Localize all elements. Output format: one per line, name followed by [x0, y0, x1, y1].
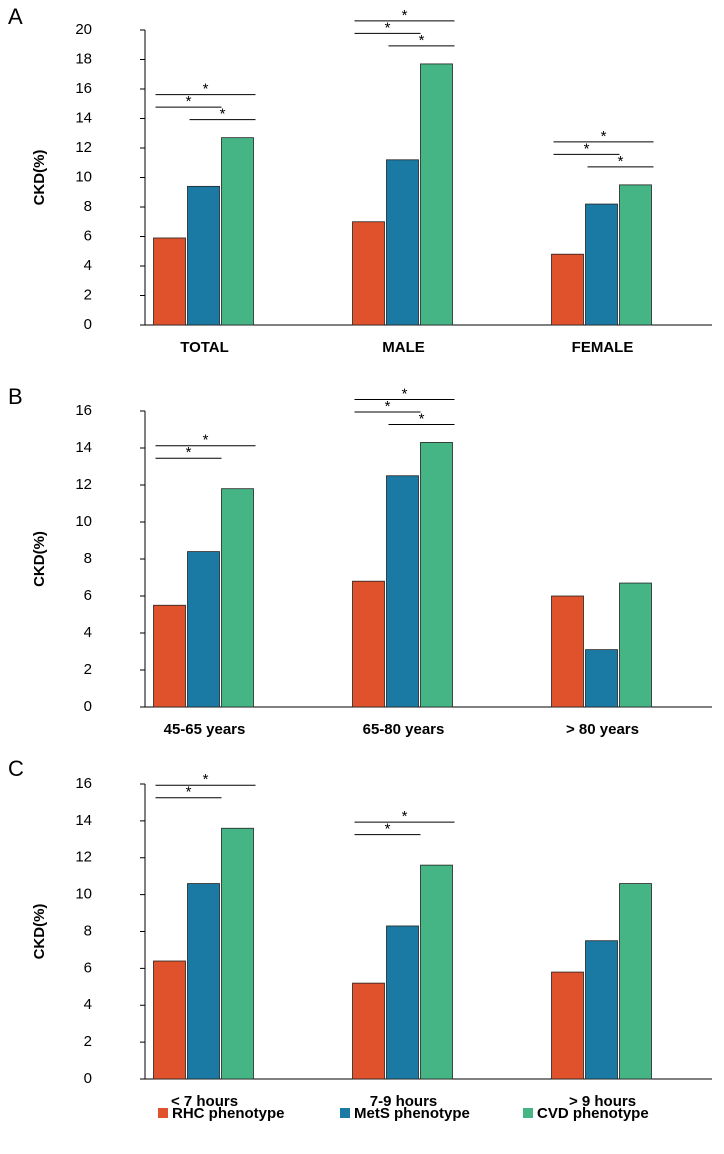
bar: [153, 237, 186, 326]
significance-label: *: [402, 7, 408, 24]
significance-label: *: [584, 140, 590, 157]
significance-label: *: [385, 19, 391, 36]
y-axis-label: CKD(%): [31, 150, 48, 206]
y-tick-label: 0: [84, 698, 92, 715]
y-tick-label: 14: [75, 109, 92, 126]
bar: [153, 604, 186, 708]
significance-label: *: [385, 821, 391, 838]
significance-label: *: [419, 32, 425, 49]
y-tick-label: 0: [84, 1070, 92, 1087]
y-tick-label: 8: [84, 198, 92, 215]
y-tick-label: 14: [75, 812, 92, 829]
x-tick-label: TOTAL: [180, 339, 229, 356]
significance-label: *: [203, 81, 209, 98]
y-tick-label: 16: [75, 402, 92, 419]
significance-label: *: [419, 410, 425, 427]
y-tick-label: 0: [84, 316, 92, 333]
x-tick-label: 7-9 hours: [370, 1093, 438, 1110]
bar: [153, 960, 186, 1080]
y-tick-label: 10: [75, 168, 92, 185]
y-tick-label: 4: [84, 257, 92, 274]
y-tick-label: 12: [75, 476, 92, 493]
y-tick-label: 14: [75, 439, 92, 456]
y-tick-label: 6: [84, 227, 92, 244]
bar: [352, 982, 385, 1080]
bar: [187, 883, 220, 1080]
x-tick-label: > 9 hours: [569, 1093, 636, 1110]
legend-swatch: [340, 1108, 350, 1118]
bar: [221, 137, 254, 326]
significance-label: *: [203, 771, 209, 788]
y-tick-label: 8: [84, 922, 92, 939]
panel-label: C: [8, 756, 24, 781]
y-tick-label: 18: [75, 50, 92, 67]
y-tick-label: 12: [75, 849, 92, 866]
bar: [551, 971, 584, 1080]
bar: [221, 827, 254, 1080]
significance-label: *: [402, 385, 408, 402]
panel-label: B: [8, 384, 23, 409]
significance-label: *: [186, 784, 192, 801]
significance-label: *: [186, 444, 192, 461]
bar: [187, 551, 220, 708]
bar: [352, 580, 385, 708]
y-tick-label: 8: [84, 550, 92, 567]
y-tick-label: 10: [75, 886, 92, 903]
bar: [420, 442, 453, 708]
bar: [386, 925, 419, 1080]
y-axis-label: CKD(%): [31, 904, 48, 960]
x-tick-label: > 80 years: [566, 721, 639, 738]
significance-label: *: [186, 93, 192, 110]
bar: [585, 940, 618, 1080]
significance-label: *: [220, 106, 226, 123]
bar: [187, 185, 220, 326]
y-tick-label: 20: [75, 21, 92, 38]
significance-label: *: [601, 128, 607, 145]
y-tick-label: 6: [84, 587, 92, 604]
x-tick-label: < 7 hours: [171, 1093, 238, 1110]
x-tick-label: 45-65 years: [164, 721, 246, 738]
y-tick-label: 16: [75, 775, 92, 792]
significance-label: *: [402, 808, 408, 825]
x-tick-label: MALE: [382, 339, 425, 356]
bar: [420, 63, 453, 326]
legend-label: CVD phenotype: [537, 1105, 649, 1122]
y-tick-label: 16: [75, 80, 92, 97]
bar: [221, 488, 254, 708]
y-tick-label: 10: [75, 513, 92, 530]
bar: [352, 221, 385, 326]
y-tick-label: 2: [84, 286, 92, 303]
significance-label: *: [385, 398, 391, 415]
significance-label: *: [203, 432, 209, 449]
y-tick-label: 4: [84, 996, 92, 1013]
bar: [551, 595, 584, 708]
panel-label: A: [8, 4, 23, 29]
y-tick-label: 2: [84, 1033, 92, 1050]
bar: [386, 159, 419, 326]
bar: [386, 475, 419, 708]
bar: [585, 203, 618, 326]
legend-label: MetS phenotype: [354, 1105, 470, 1122]
x-tick-label: 65-80 years: [363, 721, 445, 738]
legend-swatch: [523, 1108, 533, 1118]
y-tick-label: 4: [84, 624, 92, 641]
bar: [619, 184, 652, 326]
legend-swatch: [158, 1108, 168, 1118]
bar: [420, 864, 453, 1080]
y-tick-label: 12: [75, 139, 92, 156]
bar: [619, 582, 652, 708]
bar: [585, 649, 618, 708]
y-tick-label: 6: [84, 959, 92, 976]
x-tick-label: FEMALE: [572, 339, 634, 356]
y-tick-label: 2: [84, 661, 92, 678]
bar: [619, 883, 652, 1080]
significance-label: *: [618, 153, 624, 170]
y-axis-label: CKD(%): [31, 531, 48, 587]
bar: [551, 253, 584, 326]
legend-label: RHC phenotype: [172, 1105, 285, 1122]
